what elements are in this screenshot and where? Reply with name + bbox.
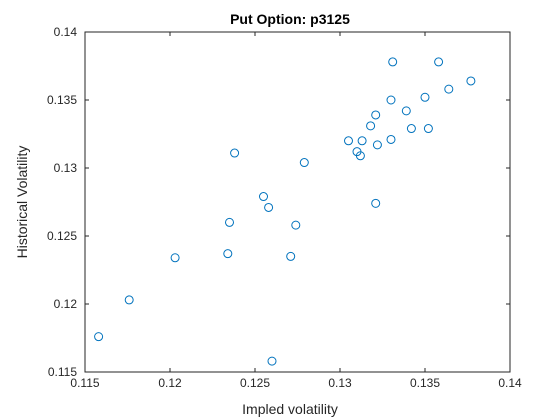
plot-area: 0.115 0.12 0.125 0.13 0.135 0.14 0.115 0.12 0.12… [47,25,522,390]
data-point [388,57,398,67]
data-point [267,356,277,366]
y-tick-label: 0.13 [54,161,78,175]
data-point [386,95,396,105]
data-point [444,84,454,94]
x-axis-label: Impled volatility [242,401,338,417]
x-tick-label: 0.12 [158,376,182,390]
x-tick-label: 0.115 [70,376,99,390]
x-tick-label: 0.135 [410,376,440,390]
data-point [355,151,365,161]
data-point [434,57,444,67]
x-tick-label: 0.14 [498,376,522,390]
y-tick-label: 0.135 [47,93,77,107]
axes-box [84,31,511,373]
chart-title: Put Option: p3125 [230,11,350,27]
x-tick-label: 0.13 [328,376,352,390]
data-point [401,106,411,116]
data-point [124,295,134,305]
y-tick-label: 0.14 [54,25,78,39]
y-tick-label: 0.12 [54,297,78,311]
data-point [371,110,381,120]
y-tick-label: 0.115 [48,365,77,379]
data-point [225,217,234,227]
x-tick-label: 0.125 [240,376,270,390]
data-point [94,332,104,342]
data-point [230,148,240,158]
data-point [420,92,430,102]
y-axis-label: Historical Volatility [14,146,30,259]
data-point [386,134,396,144]
data-point [286,251,296,261]
data-point [423,124,433,134]
y-tick-label: 0.125 [47,229,77,243]
data-point [366,121,376,131]
data-point [406,124,416,134]
data-point [372,140,382,150]
data-point [371,198,381,208]
data-point [259,192,268,202]
data-point [291,220,301,230]
data-point [299,158,309,168]
data-point [264,202,274,212]
data-point [344,136,353,146]
data-point [357,136,367,146]
data-point [223,249,233,259]
data-point [170,253,180,263]
data-point [466,76,476,86]
